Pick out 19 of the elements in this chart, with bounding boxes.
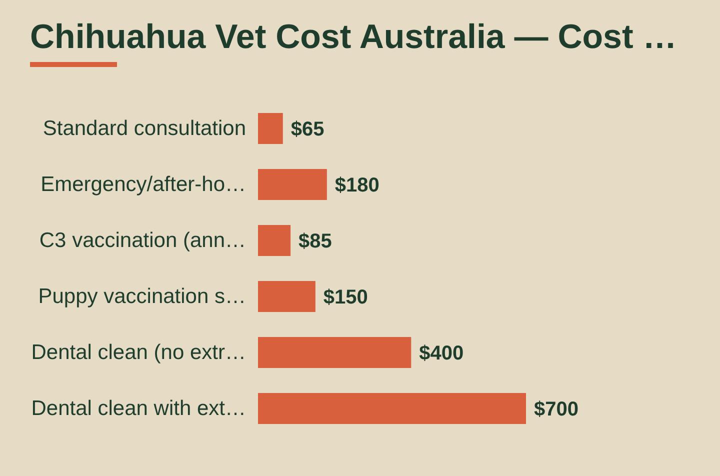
y-tick-label: C3 vaccination (ann… [39, 228, 246, 252]
bar [258, 337, 412, 368]
data-label: $180 [334, 174, 380, 197]
y-tick-label: Puppy vaccination s… [38, 284, 246, 308]
y-tick-label: Emergency/after-ho… [40, 172, 246, 196]
y-tick-label: Dental clean (no extr… [31, 340, 246, 364]
data-label: $85 [298, 230, 332, 253]
data-label: $65 [290, 118, 324, 141]
bar [258, 393, 526, 424]
bar [258, 281, 316, 312]
data-label: $400 [419, 342, 464, 365]
y-tick-label: Dental clean with ext… [31, 396, 246, 420]
chart-title: Chihuahua Vet Cost Australia — Cost … [30, 18, 677, 56]
bar [258, 169, 327, 200]
y-tick-label: Standard consultation [42, 116, 246, 140]
data-label: $700 [534, 398, 578, 421]
bar [258, 113, 283, 144]
data-label: $150 [323, 286, 368, 309]
bar [258, 225, 291, 256]
